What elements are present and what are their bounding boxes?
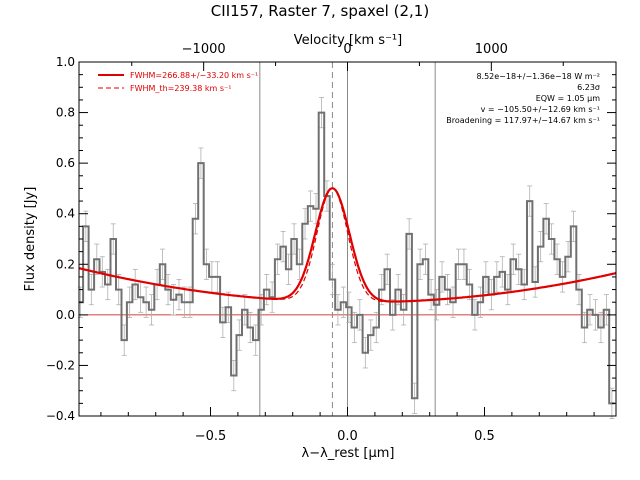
annotation-snr: 6.23σ — [577, 83, 600, 92]
x-axis-label: λ−λ_rest [μm] — [302, 446, 395, 461]
legend: FWHM=266.88+/−33.20 km s⁻¹ FWHM_th=239.3… — [98, 71, 258, 93]
x2-tick-label: 1000 — [475, 42, 508, 57]
chart-title: CII157, Raster 7, spaxel (2,1) — [211, 2, 429, 20]
axes: −0.5 0.0 0.5 −1000 0 1000 −0.4 −0.2 0.0 0.2 0.4 0.6… — [46, 42, 617, 444]
annotation-eqw: EQW = 1.05 μm — [536, 94, 600, 103]
gaussian-fit-series — [78, 187, 617, 303]
spectrum-series — [79, 111, 615, 405]
y-tick-label: 0.4 — [56, 207, 75, 221]
legend-thermal-label: FWHM_th=239.38 km s⁻¹ — [130, 84, 231, 93]
x-tick-label: 0.0 — [337, 429, 358, 444]
x-tick-label: −0.5 — [195, 429, 227, 444]
y-axis-label: Flux density [Jy] — [23, 187, 38, 292]
y-tick-label: −0.2 — [46, 358, 75, 372]
plot-area — [77, 62, 617, 419]
annotation-broadening: Broadening = 117.97+/−14.67 km s⁻¹ — [446, 116, 600, 125]
y-tick-label: 0.0 — [56, 308, 75, 322]
x-tick-label: 0.5 — [474, 429, 495, 444]
fit-annotations: 8.52e−18+/−1.36e−18 W m⁻² 6.23σ EQW = 1.… — [446, 72, 600, 125]
y-tick-label: 0.6 — [56, 156, 75, 170]
annotation-velocity: v = −105.50+/−12.69 km s⁻¹ — [481, 105, 600, 114]
y-tick-label: −0.4 — [46, 409, 75, 423]
top-axis-label: Velocity [km s⁻¹] — [294, 33, 402, 48]
annotation-flux: 8.52e−18+/−1.36e−18 W m⁻² — [476, 72, 600, 81]
legend-fit-label: FWHM=266.88+/−33.20 km s⁻¹ — [130, 71, 258, 80]
y-tick-label: 1.0 — [56, 55, 75, 69]
x2-tick-label: 0 — [343, 42, 351, 57]
x2-tick-label: −1000 — [182, 42, 226, 57]
y-tick-label: 0.8 — [56, 106, 75, 120]
y-tick-label: 0.2 — [56, 257, 75, 271]
